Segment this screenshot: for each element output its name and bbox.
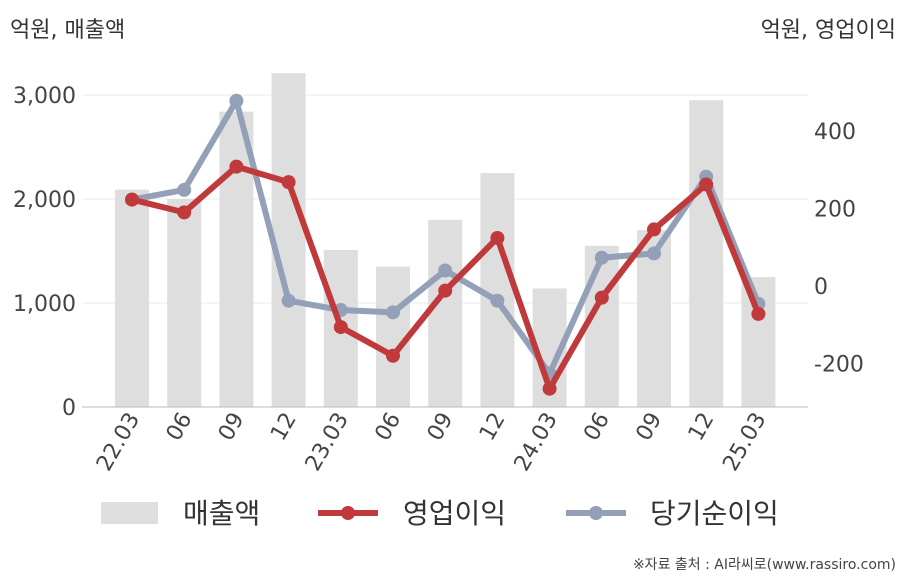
x-axis-ticks: 22.03 06 09 12 23.03 06 09 12 24.03 06 09 12 25.03	[92, 409, 772, 476]
legend-marker-operating-profit	[341, 506, 355, 520]
right-tick-label: 0	[814, 275, 828, 300]
revenue-bar	[167, 199, 202, 407]
net-profit-point	[177, 182, 192, 197]
left-axis-ticks: 0 1,000 2,000 3,000	[13, 84, 76, 421]
profit-lines	[125, 93, 766, 396]
left-tick-label: 0	[62, 396, 76, 421]
net-profit-point	[490, 293, 505, 308]
revenue-bar	[271, 73, 306, 407]
data-source-note: ※자료 출처 : AI라씨로(www.rassiro.com)	[632, 557, 896, 573]
x-tick-label: 12	[266, 409, 302, 446]
legend-label-operating-profit: 영업이익	[403, 497, 506, 530]
operating-profit-point	[229, 159, 244, 174]
x-tick-label: 09	[214, 409, 250, 446]
legend-label-net-profit: 당기순이익	[650, 497, 779, 530]
operating-profit-point	[177, 205, 192, 220]
right-tick-label: 200	[814, 198, 856, 223]
x-tick-label: 06	[579, 409, 615, 446]
x-tick-label: 25.03	[718, 409, 771, 476]
net-profit-point	[647, 246, 661, 261]
right-axis-unit-label: 억원, 영업이익	[760, 18, 896, 43]
operating-profit-point	[490, 230, 505, 245]
x-tick-label: 23.03	[301, 409, 354, 476]
legend: 매출액 영업이익 당기순이익	[101, 497, 779, 530]
x-tick-label: 09	[423, 409, 459, 446]
operating-profit-point	[647, 222, 661, 237]
right-axis-ticks: -200 0 200 400	[814, 120, 864, 378]
x-tick-label: 06	[371, 409, 407, 446]
x-tick-label: 12	[684, 409, 720, 446]
net-profit-point	[281, 293, 296, 308]
revenue-bar	[428, 219, 463, 407]
operating-profit-point	[699, 177, 714, 192]
revenue-bars	[115, 73, 776, 407]
operating-profit-point	[542, 381, 557, 396]
right-tick-label: -200	[814, 353, 864, 378]
net-profit-point	[386, 305, 400, 320]
revenue-bar	[689, 100, 724, 407]
net-profit-point	[438, 263, 453, 278]
net-profit-point	[229, 93, 244, 108]
operating-profit-point	[751, 306, 766, 321]
operating-profit-point	[333, 320, 348, 335]
revenue-bar	[376, 266, 410, 407]
left-tick-label: 2,000	[13, 188, 76, 213]
left-tick-label: 1,000	[13, 292, 76, 317]
left-tick-label: 3,000	[13, 84, 76, 109]
operating-profit-point	[438, 283, 453, 298]
operating-profit-point	[386, 348, 400, 363]
x-tick-label: 12	[475, 409, 511, 446]
x-tick-label: 22.03	[92, 409, 145, 476]
operating-profit-point	[594, 290, 609, 305]
legend-marker-net-profit	[589, 506, 603, 520]
revenue-bar	[480, 173, 515, 407]
x-tick-label: 24.03	[510, 409, 563, 476]
net-profit-point	[594, 250, 609, 265]
operating-profit-point	[125, 192, 139, 207]
operating-profit-point	[281, 175, 296, 190]
x-tick-label: 06	[162, 409, 198, 446]
x-tick-label: 09	[632, 409, 668, 446]
left-axis-unit-label: 억원, 매출액	[10, 18, 126, 43]
revenue-bar	[115, 189, 149, 407]
legend-label-revenue: 매출액	[183, 497, 260, 530]
right-tick-label: 400	[814, 120, 856, 145]
revenue-bar	[584, 245, 619, 407]
legend-swatch-revenue	[101, 502, 158, 524]
